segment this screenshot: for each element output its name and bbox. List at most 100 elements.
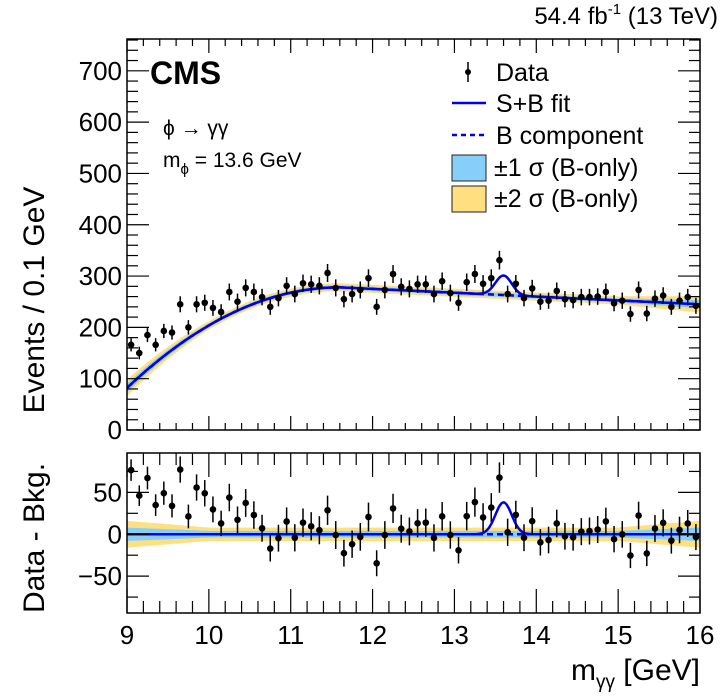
- residual-point: [438, 502, 446, 531]
- data-point: [586, 288, 593, 306]
- data-point: [610, 295, 618, 312]
- data-marker: [692, 302, 700, 310]
- residual-marker: [676, 526, 683, 534]
- residual-marker: [234, 516, 241, 524]
- residual-marker: [160, 489, 168, 497]
- data-point: [160, 323, 168, 339]
- data-point: [651, 290, 659, 307]
- data-marker: [365, 274, 372, 282]
- data-marker: [168, 329, 176, 336]
- data-marker: [144, 331, 151, 339]
- data-marker: [512, 280, 520, 288]
- residual-marker: [168, 502, 176, 510]
- residual-point: [651, 515, 659, 542]
- residual-point: [209, 496, 217, 523]
- residual-marker: [643, 550, 651, 557]
- residual-point: [594, 516, 601, 544]
- residual-marker: [479, 514, 487, 521]
- data-point: [275, 289, 282, 307]
- data-marker: [266, 303, 274, 311]
- data-marker: [463, 278, 471, 286]
- plot-frame: [126, 452, 701, 614]
- y-tick-label: 100: [79, 364, 122, 394]
- data-point: [447, 284, 454, 302]
- residual-point: [627, 542, 634, 569]
- data-point: [324, 264, 331, 282]
- data-point: [283, 277, 290, 295]
- residual-point: [602, 507, 610, 536]
- residual-point: [569, 523, 577, 551]
- data-point: [528, 279, 536, 297]
- data-marker: [586, 293, 593, 301]
- residual-marker: [438, 513, 446, 520]
- residual-marker: [692, 533, 700, 541]
- residual-point: [684, 509, 692, 537]
- one-sigma-box-icon: [451, 154, 487, 182]
- data-marker: [569, 296, 577, 304]
- residual-marker: [266, 545, 274, 552]
- data-marker: [471, 270, 479, 278]
- residual-marker: [144, 474, 151, 482]
- data-marker: [602, 288, 610, 296]
- data-marker: [135, 349, 143, 357]
- main-fit-curves: [127, 274, 700, 389]
- residual-marker: [414, 519, 421, 527]
- data-point: [692, 297, 700, 314]
- residual-marker: [504, 528, 511, 536]
- data-point: [578, 288, 585, 306]
- data-point: [659, 287, 667, 304]
- data-marker: [176, 300, 184, 308]
- y-tick-label: −50: [78, 561, 122, 591]
- data-marker: [152, 341, 159, 349]
- data-marker: [316, 282, 323, 290]
- y-tick-label: 300: [79, 261, 122, 291]
- data-marker: [340, 295, 348, 303]
- residual-marker: [594, 526, 601, 533]
- x-tick-label: 16: [686, 620, 715, 650]
- residual-point: [348, 530, 356, 558]
- y-tick-label: 700: [79, 56, 122, 86]
- data-marker: [635, 286, 642, 294]
- residual-point: [381, 521, 389, 549]
- residual-point: [176, 456, 184, 483]
- data-point: [487, 269, 495, 287]
- lumi-label: 54.4 fb-1 (13 TeV): [534, 1, 718, 30]
- data-point: [234, 293, 241, 310]
- data-point: [291, 285, 299, 303]
- residual-point: [578, 518, 585, 546]
- data-point: [168, 325, 176, 340]
- data-point: [545, 292, 552, 309]
- data-point: [127, 338, 135, 352]
- data-point: [152, 338, 159, 352]
- data-point: [635, 281, 642, 299]
- data-point: [332, 279, 340, 297]
- residual-marker: [316, 526, 323, 534]
- data-marker: [537, 298, 544, 306]
- residual-marker: [455, 546, 462, 554]
- data-marker: [226, 288, 233, 296]
- residual-marker: [471, 498, 479, 506]
- data-point: [226, 283, 233, 301]
- data-marker: [209, 304, 217, 312]
- residual-marker: [324, 506, 331, 514]
- residual-point: [635, 501, 642, 530]
- residual-point: [160, 481, 168, 505]
- y-tick-label: 0: [108, 519, 122, 549]
- residual-marker: [602, 518, 610, 525]
- data-point: [504, 285, 511, 303]
- legend-label-2sigma: ±2 σ (B-only): [494, 185, 638, 213]
- residual-point: [553, 509, 561, 538]
- data-point: [561, 290, 569, 308]
- residual-point: [463, 501, 471, 531]
- data-point: [430, 285, 438, 303]
- legend-label-data: Data: [496, 59, 549, 87]
- data-marker: [553, 287, 561, 295]
- residual-marker: [668, 537, 675, 544]
- residual-point: [643, 540, 651, 567]
- plot-frame: [126, 38, 701, 431]
- residual-point: [487, 493, 495, 522]
- data-marker: [578, 293, 585, 301]
- data-point: [463, 273, 471, 291]
- data-marker: [610, 299, 618, 307]
- data-point: [520, 289, 528, 307]
